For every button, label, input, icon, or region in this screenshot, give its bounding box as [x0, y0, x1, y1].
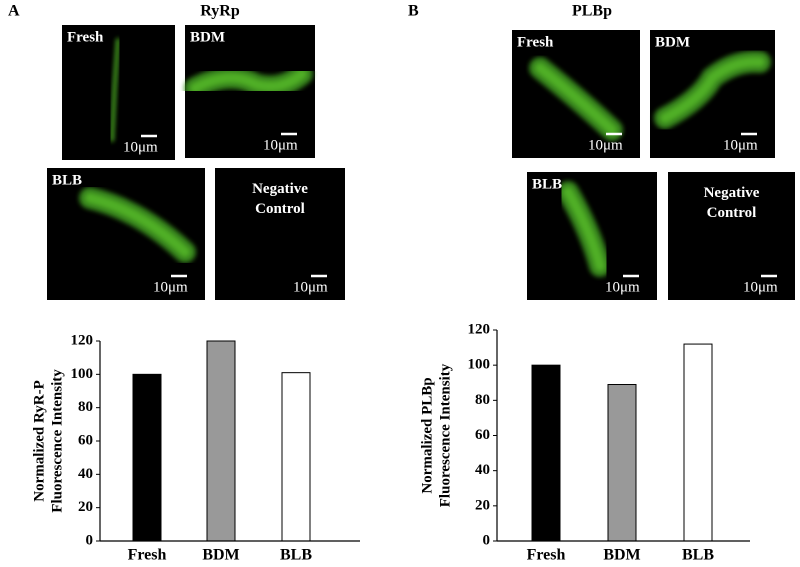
- x-tick-label: BLB: [682, 547, 714, 564]
- x-tick-label: BDM: [603, 547, 640, 564]
- cell-core: [111, 39, 119, 141]
- image-label: BLB: [52, 172, 82, 188]
- y-tick-label: 40: [78, 466, 93, 482]
- y-tick-label: 80: [78, 399, 93, 415]
- cell-core: [190, 69, 307, 93]
- bar: [607, 384, 637, 542]
- x-tick-label: Fresh: [527, 547, 566, 564]
- y-tick-label: 20: [78, 499, 93, 515]
- micrograph: [215, 168, 345, 300]
- y-tick-label: 100: [71, 366, 94, 382]
- panel-letter: B: [408, 3, 419, 20]
- y-axis-label: Normalized RyR-P: [31, 380, 47, 502]
- image-label-line: Control: [707, 205, 757, 221]
- image-label: BDM: [190, 29, 225, 45]
- scale-label: 10μm: [743, 279, 778, 295]
- micrograph: [668, 172, 795, 300]
- image-label-line: Control: [255, 201, 305, 217]
- image-label-line: Negative: [252, 181, 308, 197]
- y-tick-label: 60: [78, 432, 93, 448]
- y-tick-label: 0: [86, 532, 94, 548]
- image-label: Fresh: [517, 34, 554, 50]
- image-label: BLB: [532, 176, 562, 192]
- image-label-line: Negative: [704, 185, 760, 201]
- x-tick-label: Fresh: [128, 547, 167, 564]
- scale-label: 10μm: [123, 139, 158, 155]
- scale-label: 10μm: [588, 137, 623, 153]
- cell-core: [563, 187, 605, 271]
- image-label: Fresh: [67, 29, 104, 45]
- image-label: BDM: [655, 34, 690, 50]
- cell-core: [85, 193, 190, 257]
- cell-core: [535, 63, 617, 135]
- bar: [683, 343, 713, 542]
- image-label: Negative Control: [252, 181, 308, 217]
- y-axis-label: Fluorescence Intensity: [437, 363, 453, 507]
- panel-title: RyRp: [200, 3, 240, 20]
- y-tick-label: 80: [475, 392, 490, 408]
- y-tick-label: 20: [475, 497, 490, 513]
- y-axis-label: Normalized PLBp: [419, 377, 435, 493]
- scale-label: 10μm: [605, 279, 640, 295]
- bar: [206, 340, 236, 542]
- bar: [531, 364, 561, 542]
- cell-core: [660, 56, 765, 123]
- scale-label: 10μm: [263, 137, 298, 153]
- y-tick-label: 120: [71, 332, 94, 348]
- scale-label: 10μm: [293, 279, 328, 295]
- y-tick-label: 100: [468, 357, 491, 373]
- x-tick-label: BLB: [280, 547, 312, 564]
- y-tick-label: 0: [483, 532, 491, 548]
- panel-letter: A: [8, 3, 20, 20]
- bar: [132, 373, 162, 542]
- bar: [281, 372, 311, 542]
- y-tick-label: 60: [475, 427, 490, 443]
- x-tick-label: BDM: [202, 547, 239, 564]
- y-tick-label: 120: [468, 321, 491, 337]
- image-label: Negative Control: [704, 185, 760, 221]
- panel-title: PLBp: [572, 3, 612, 20]
- y-tick-label: 40: [475, 462, 490, 478]
- scale-label: 10μm: [153, 279, 188, 295]
- y-axis-label: Fluorescence Intensity: [49, 369, 65, 513]
- scale-label: 10μm: [723, 137, 758, 153]
